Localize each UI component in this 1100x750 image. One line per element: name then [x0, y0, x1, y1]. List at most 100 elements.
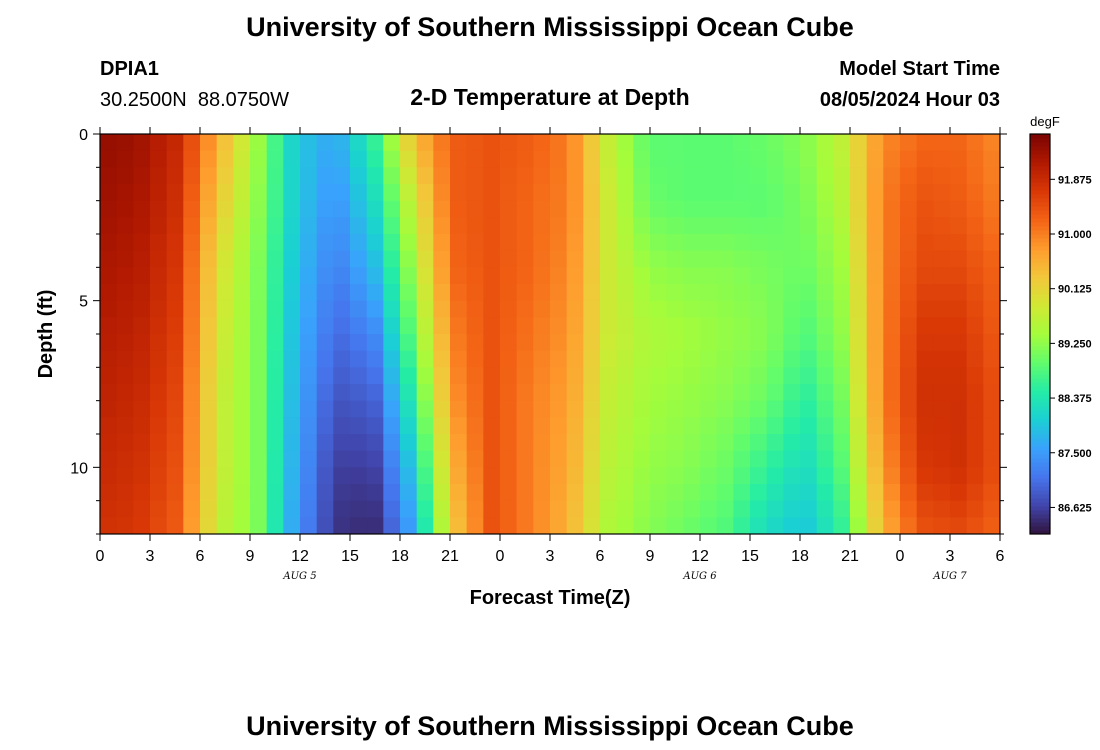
heatmap-cell — [650, 500, 668, 518]
heatmap-cell — [483, 417, 501, 435]
heatmap-cell — [583, 217, 601, 235]
heatmap-cell — [100, 150, 118, 168]
heatmap-cell — [883, 300, 901, 318]
heatmap-cell — [666, 234, 684, 252]
heatmap-cell — [383, 134, 401, 152]
heatmap-cell — [816, 267, 834, 285]
heatmap-cell — [183, 367, 201, 385]
heatmap-cell — [533, 484, 551, 502]
heatmap-cell — [133, 234, 151, 252]
heatmap-cell — [833, 450, 851, 468]
heatmap-cell — [900, 167, 918, 185]
colorbar-segment — [1030, 266, 1050, 271]
heatmap-cell — [983, 250, 1000, 268]
heatmap-cell — [233, 167, 251, 185]
heatmap-cell — [583, 150, 601, 168]
heatmap-cell — [700, 400, 718, 418]
heatmap-cell — [150, 200, 168, 218]
heatmap-cell — [200, 184, 218, 202]
heatmap-cell — [966, 167, 984, 185]
heatmap-cell — [766, 300, 784, 318]
heatmap-cell — [483, 134, 501, 152]
heatmap-cell — [183, 300, 201, 318]
heatmap-cell — [516, 267, 534, 285]
heatmap-cell — [216, 384, 234, 402]
heatmap-cell — [516, 217, 534, 235]
heatmap-cell — [250, 350, 268, 368]
heatmap-cell — [700, 334, 718, 352]
heatmap-cell — [850, 150, 868, 168]
heatmap-cell — [266, 150, 284, 168]
heatmap-cell — [366, 350, 384, 368]
heatmap-cell — [783, 500, 801, 518]
heatmap-cell — [733, 200, 751, 218]
heatmap-cell — [100, 500, 118, 518]
heatmap-cell — [750, 400, 768, 418]
colorbar-segment — [1030, 338, 1050, 343]
heatmap-cell — [783, 317, 801, 335]
heatmap-cell — [816, 384, 834, 402]
heatmap-cell — [583, 384, 601, 402]
heatmap-cell — [750, 134, 768, 152]
heatmap-cell — [133, 317, 151, 335]
heatmap-cell — [700, 417, 718, 435]
heatmap-cell — [100, 217, 118, 235]
heatmap-cell — [183, 217, 201, 235]
heatmap-cell — [850, 234, 868, 252]
heatmap-cell — [916, 200, 934, 218]
heatmap-cell — [683, 484, 701, 502]
heatmap-cell — [966, 367, 984, 385]
heatmap-cell — [633, 467, 651, 485]
heatmap-cell — [316, 267, 334, 285]
heatmap-cell — [966, 184, 984, 202]
heatmap-cell — [333, 184, 351, 202]
heatmap-cell — [533, 150, 551, 168]
heatmap-cell — [716, 300, 734, 318]
heatmap-cell — [883, 517, 901, 534]
colorbar-segment — [1030, 274, 1050, 279]
heatmap-cell — [800, 150, 818, 168]
heatmap-cell — [200, 284, 218, 302]
heatmap-cell — [500, 217, 518, 235]
heatmap-cell — [816, 300, 834, 318]
heatmap-cell — [533, 467, 551, 485]
heatmap-cell — [300, 417, 318, 435]
heatmap-cell — [833, 167, 851, 185]
colorbar-segment — [1030, 330, 1050, 335]
heatmap-cell — [433, 334, 451, 352]
heatmap-cell — [100, 134, 118, 152]
heatmap-cell — [183, 500, 201, 518]
heatmap-cell — [533, 217, 551, 235]
heatmap-cell — [700, 517, 718, 534]
heatmap-cell — [583, 134, 601, 152]
heatmap-cell — [450, 417, 468, 435]
heatmap-cell — [666, 267, 684, 285]
heatmap-cell — [900, 417, 918, 435]
heatmap-cell — [400, 450, 418, 468]
heatmap-cell — [266, 300, 284, 318]
heatmap-cell — [100, 367, 118, 385]
heatmap-cell — [183, 200, 201, 218]
colorbar-segment — [1030, 470, 1050, 475]
heatmap-cell — [566, 200, 584, 218]
heatmap-cell — [850, 217, 868, 235]
heatmap-cell — [450, 300, 468, 318]
heatmap-cell — [266, 284, 284, 302]
heatmap-cell — [900, 200, 918, 218]
heatmap-cell — [800, 234, 818, 252]
colorbar-segment — [1030, 502, 1050, 507]
heatmap-cell — [166, 250, 184, 268]
x-tick-label: 3 — [546, 548, 555, 565]
heatmap-cell — [400, 350, 418, 368]
heatmap-cell — [900, 500, 918, 518]
heatmap-cell — [916, 350, 934, 368]
heatmap-cell — [133, 284, 151, 302]
heatmap-cell — [816, 500, 834, 518]
heatmap-cell — [933, 267, 951, 285]
colorbar-segment — [1030, 134, 1050, 139]
heatmap-cell — [900, 400, 918, 418]
heatmap-cell — [816, 484, 834, 502]
heatmap-cell — [250, 150, 268, 168]
heatmap-cell — [916, 434, 934, 452]
heatmap-cell — [166, 434, 184, 452]
